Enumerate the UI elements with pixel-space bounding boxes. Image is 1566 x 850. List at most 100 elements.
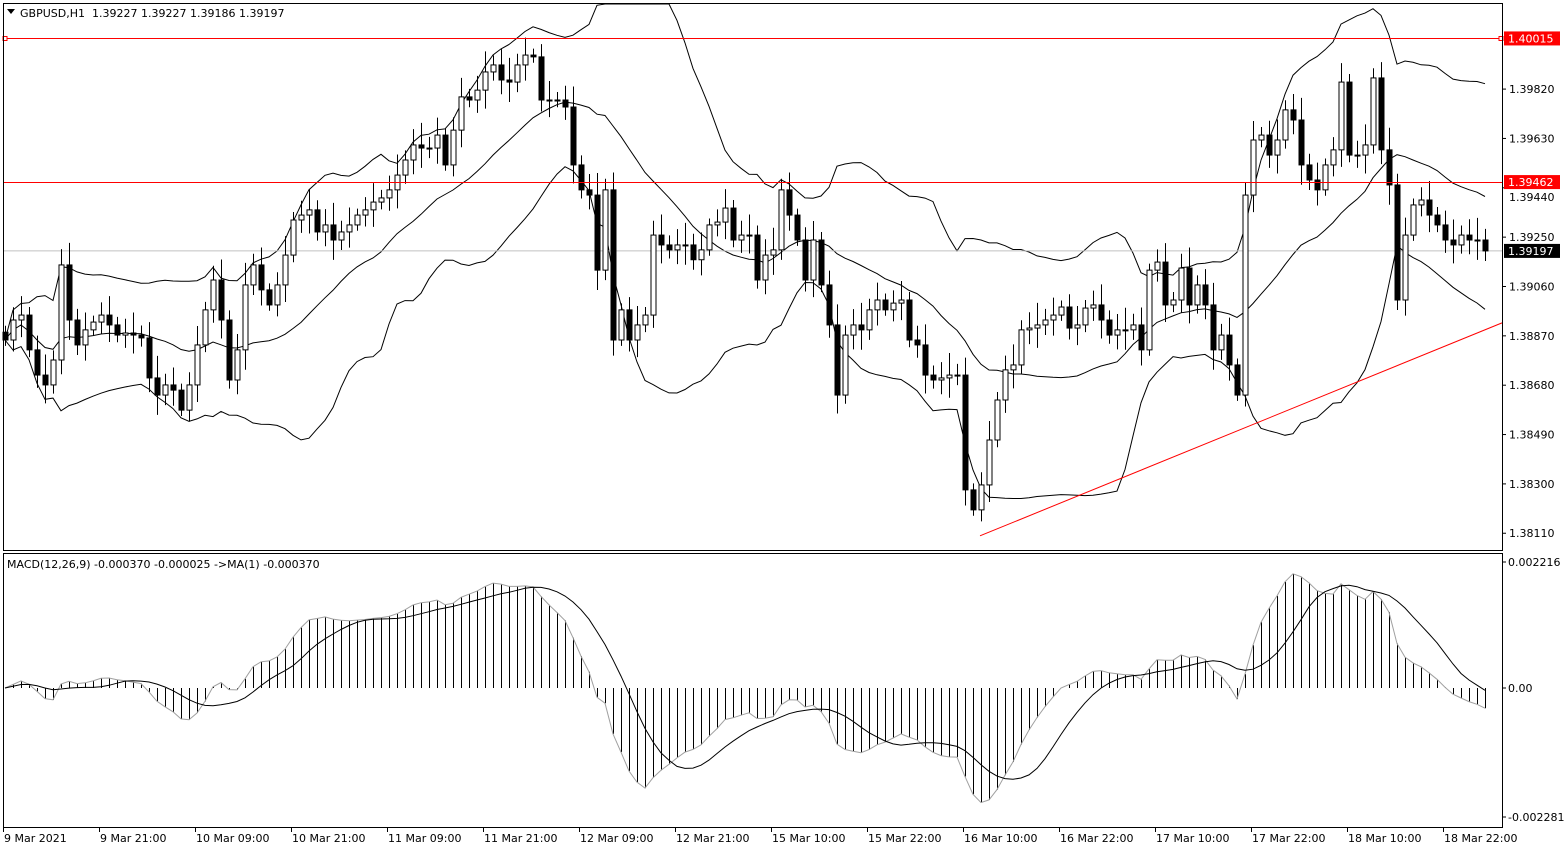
- candle-body: [1194, 284, 1201, 306]
- candle-body: [314, 209, 321, 233]
- bb-middle-line: [4, 101, 1486, 379]
- candle-body: [90, 321, 97, 331]
- candle: [10, 307, 17, 352]
- candle-body: [18, 314, 25, 321]
- candle-body: [1450, 239, 1457, 246]
- candle: [1298, 97, 1305, 185]
- candle-body: [1074, 324, 1081, 329]
- candle: [322, 209, 329, 247]
- price-chart[interactable]: [2, 3, 1504, 537]
- candle: [1074, 305, 1081, 346]
- candle: [1474, 217, 1481, 260]
- y-tick-label: 1.39060: [1509, 280, 1555, 293]
- candle: [1058, 300, 1065, 321]
- candle-body: [794, 214, 801, 241]
- candle: [882, 293, 889, 316]
- candle: [1002, 355, 1009, 413]
- candle-body: [434, 134, 441, 149]
- current-price-tag: [1504, 243, 1560, 258]
- x-tick-label: 17 Mar 22:00: [1252, 832, 1325, 845]
- candle: [122, 318, 129, 348]
- candle-body: [418, 144, 425, 149]
- candle: [594, 172, 601, 290]
- candle: [1194, 275, 1201, 314]
- candle: [314, 200, 321, 241]
- candle-body: [570, 106, 577, 166]
- candle-body: [1258, 134, 1265, 141]
- candle-body: [450, 129, 457, 166]
- x-tick-label: 9 Mar 21:00: [100, 832, 166, 845]
- candle-body: [1354, 154, 1361, 157]
- candle: [162, 373, 169, 406]
- candle: [90, 315, 97, 336]
- current-price-label: 1.39197: [1508, 245, 1554, 258]
- candle: [690, 233, 697, 270]
- candle-body: [1290, 109, 1297, 121]
- macd-frame: [3, 553, 1503, 828]
- candle: [482, 51, 489, 109]
- candle-body: [322, 224, 329, 233]
- candle-body: [386, 189, 393, 199]
- candle: [498, 49, 505, 95]
- candle-body: [154, 377, 161, 396]
- candle: [1426, 181, 1433, 233]
- candle-body: [1306, 164, 1313, 181]
- candle-body: [826, 284, 833, 326]
- x-tick-label: 16 Mar 10:00: [964, 832, 1037, 845]
- y-tick-label: 1.39630: [1509, 132, 1555, 145]
- triangle-down-icon[interactable]: [7, 9, 15, 14]
- candle: [1370, 68, 1377, 154]
- candle: [1314, 162, 1321, 206]
- candle-body: [274, 284, 281, 306]
- candle-body: [122, 332, 129, 336]
- candle-body: [306, 209, 313, 216]
- price-tag: [1504, 31, 1560, 46]
- candle: [234, 334, 241, 395]
- candle: [738, 220, 745, 253]
- candle: [1282, 100, 1289, 149]
- candle-body: [706, 224, 713, 251]
- candle: [218, 259, 225, 339]
- candle-body: [58, 264, 65, 361]
- candle: [842, 325, 849, 404]
- candle-body: [1178, 267, 1185, 301]
- candle-body: [994, 399, 1001, 441]
- macd-panel[interactable]: [4, 573, 1486, 804]
- candle: [506, 57, 513, 102]
- candle-body: [1458, 234, 1465, 246]
- candle: [1210, 282, 1217, 370]
- candle: [650, 220, 657, 328]
- candle-body: [290, 219, 297, 256]
- candle: [426, 136, 433, 159]
- candle-body: [50, 359, 57, 386]
- candle: [266, 283, 273, 311]
- candle-body: [618, 309, 625, 341]
- candle-body: [354, 214, 361, 226]
- candle-body: [202, 309, 209, 346]
- candle-body: [730, 207, 737, 241]
- candle: [1378, 62, 1385, 165]
- candle: [186, 372, 193, 422]
- candle-body: [162, 384, 169, 396]
- candle-body: [578, 164, 585, 191]
- x-tick-label: 15 Mar 22:00: [868, 832, 941, 845]
- candle: [1418, 187, 1425, 217]
- candle-body: [546, 99, 553, 102]
- candle: [282, 236, 289, 302]
- candle-body: [650, 234, 657, 316]
- candle-body: [1226, 334, 1233, 366]
- candle-body: [1018, 329, 1025, 366]
- candle-body: [1282, 109, 1289, 141]
- x-tick-label: 9 Mar 2021: [4, 832, 67, 845]
- candle: [474, 75, 481, 113]
- macd-y-tick-label: 0.002216: [1508, 556, 1561, 569]
- candle-body: [1362, 144, 1369, 156]
- candle: [602, 178, 609, 281]
- candle: [634, 305, 641, 358]
- candle-body: [378, 197, 385, 203]
- candle-body: [1330, 149, 1337, 166]
- x-tick-label: 18 Mar 22:00: [1444, 832, 1517, 845]
- candle-body: [1434, 214, 1441, 226]
